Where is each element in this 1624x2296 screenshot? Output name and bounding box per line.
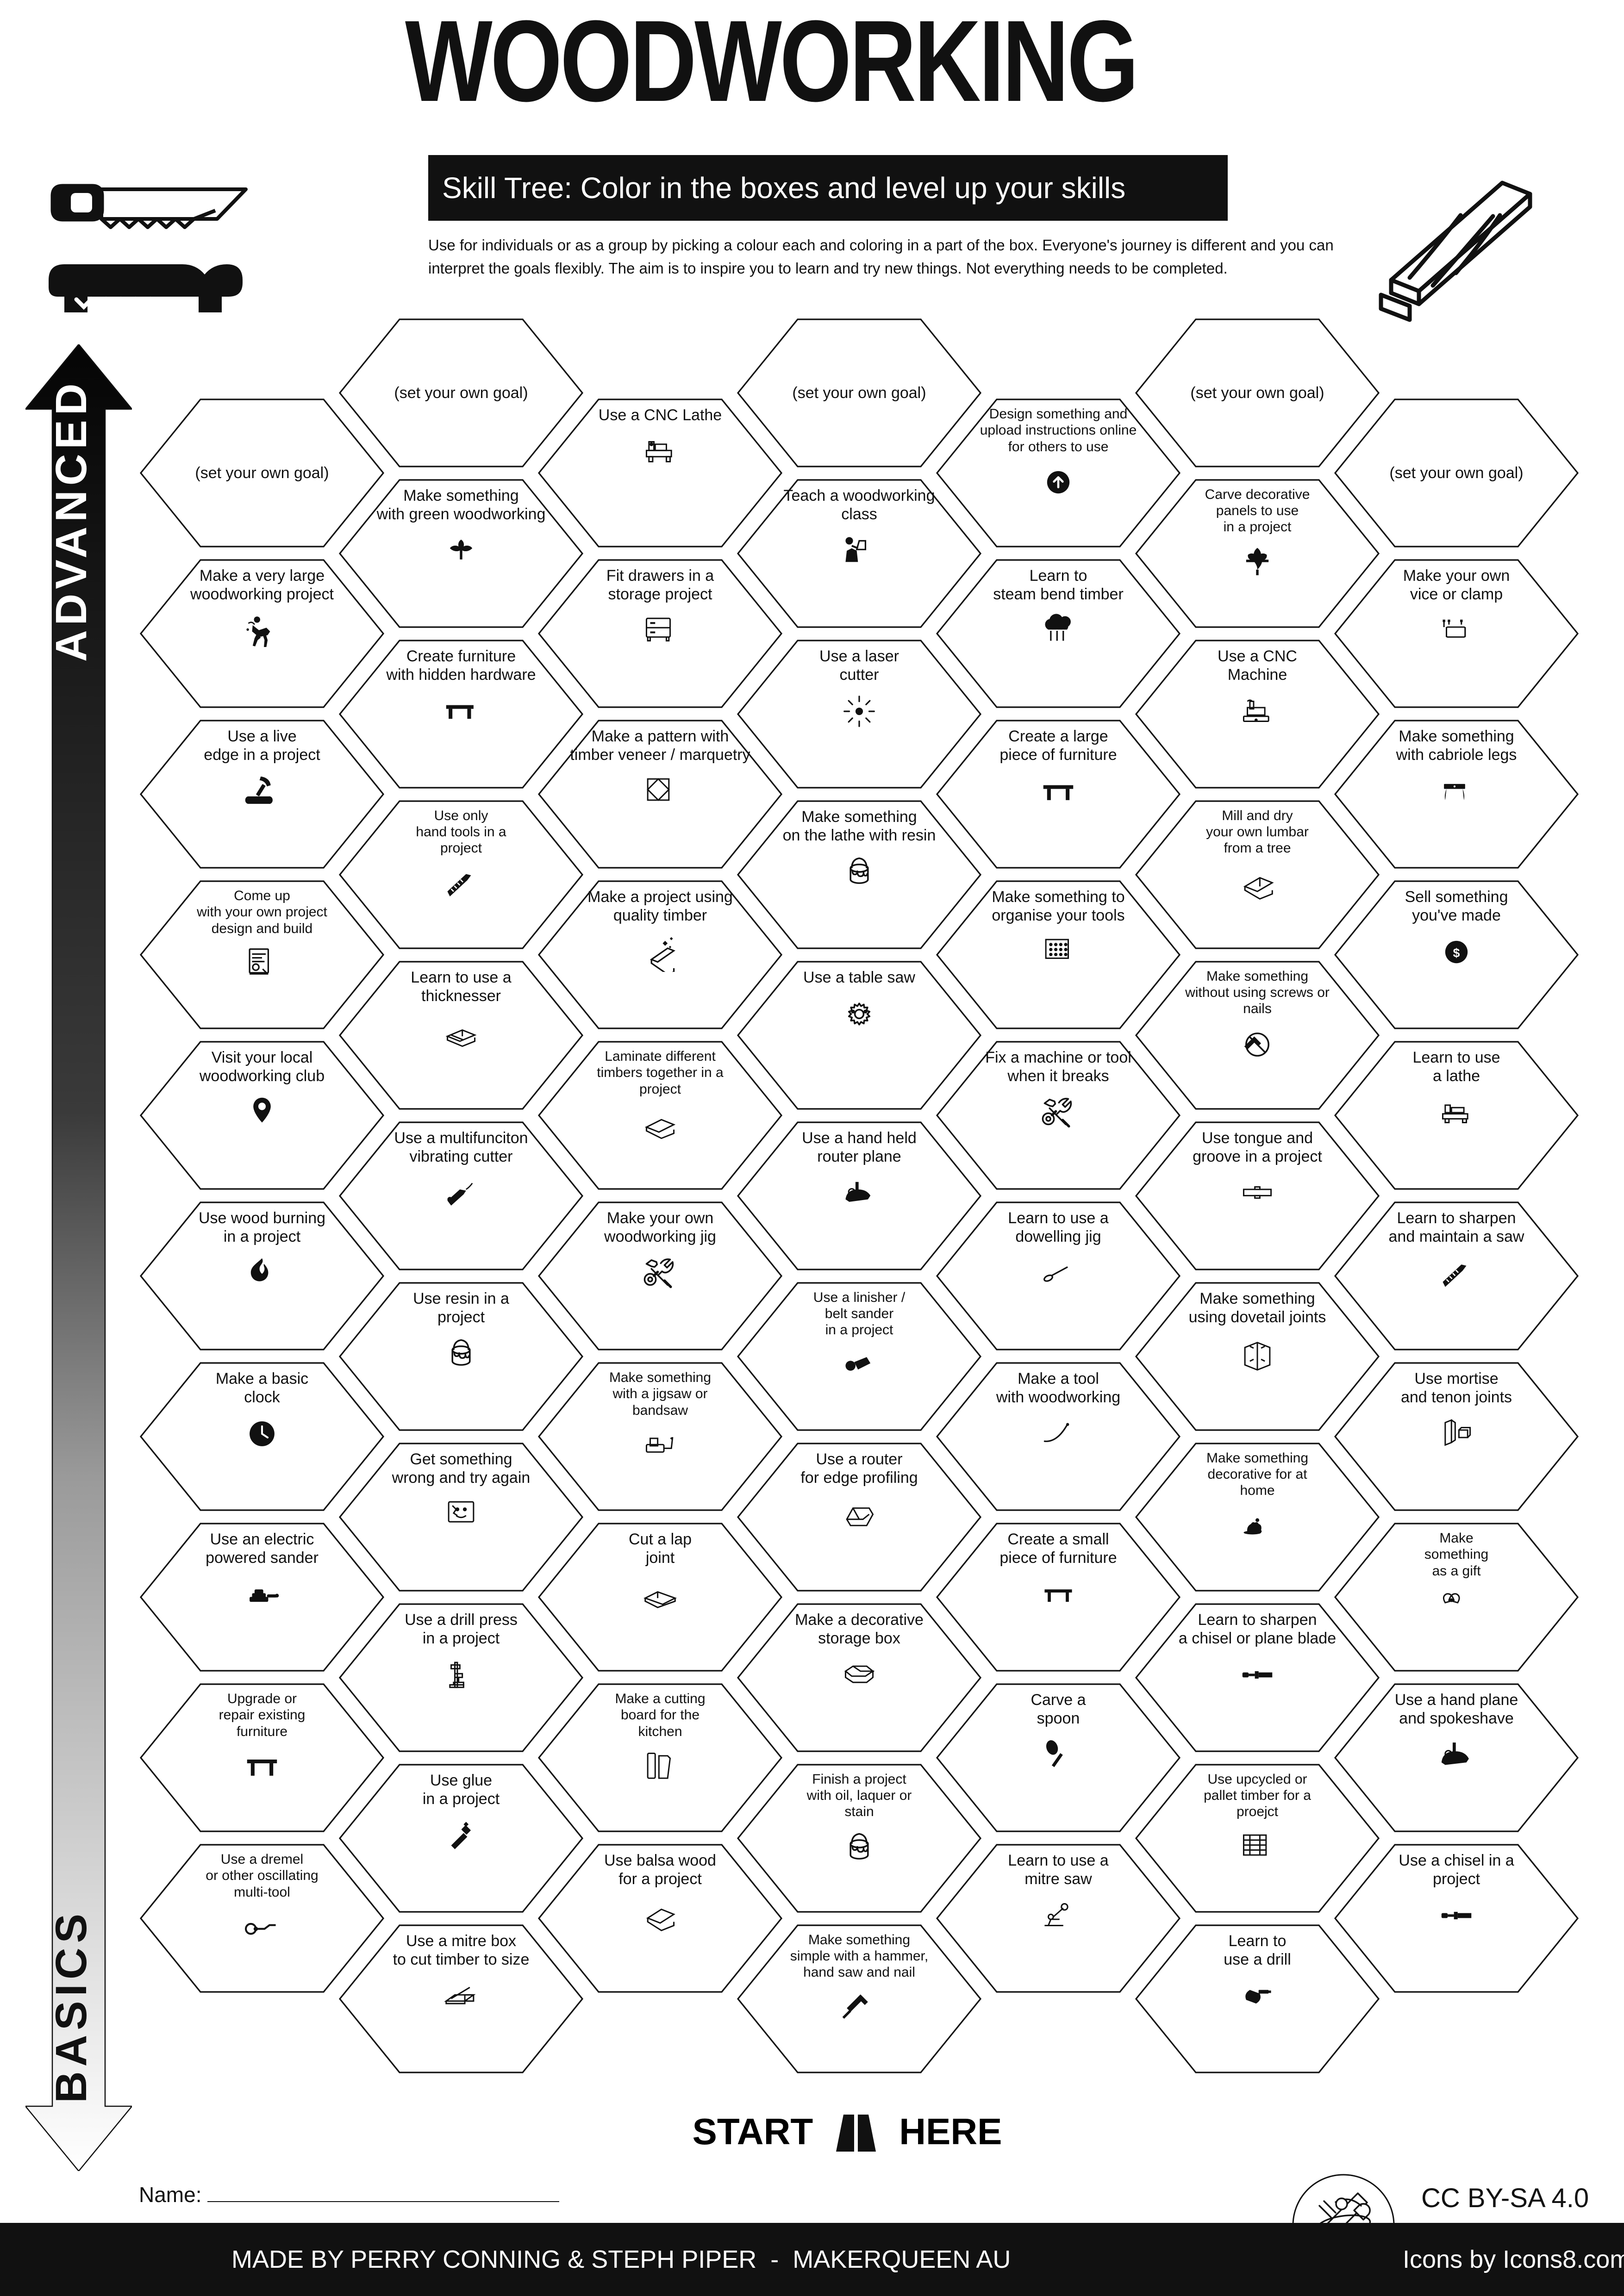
- svg-text:$: $: [1453, 946, 1460, 960]
